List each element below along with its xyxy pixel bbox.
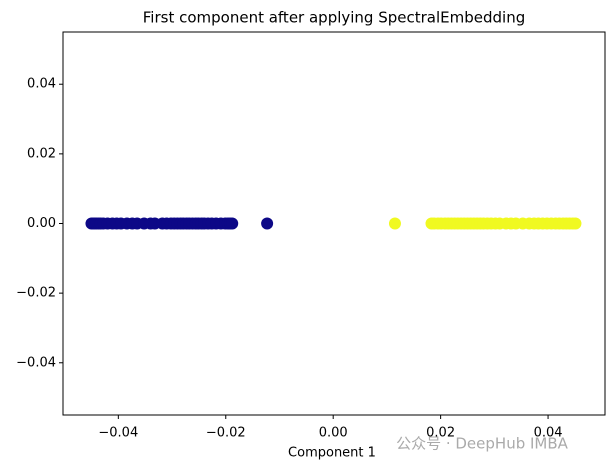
point (226, 217, 239, 230)
y-tick-label: 0.00 (27, 216, 56, 231)
x-tick-label: 0.02 (426, 426, 455, 441)
x-tick-label: 0.00 (319, 426, 348, 441)
y-tick-label: −0.02 (16, 286, 56, 301)
x-tick-label: −0.04 (98, 426, 138, 441)
point (388, 217, 401, 230)
watermark: 公众号 · DeepHub IMBA (396, 435, 569, 453)
chart-title: First component after applying SpectralE… (143, 9, 525, 27)
x-tick-label: 0.04 (534, 426, 563, 441)
y-tick-label: −0.04 (16, 355, 56, 370)
point (261, 217, 274, 230)
point (569, 217, 582, 230)
x-tick-label: −0.02 (206, 426, 246, 441)
y-tick-label: 0.04 (27, 77, 56, 92)
y-tick-label: 0.02 (27, 146, 56, 161)
x-axis-label: Component 1 (288, 446, 376, 461)
